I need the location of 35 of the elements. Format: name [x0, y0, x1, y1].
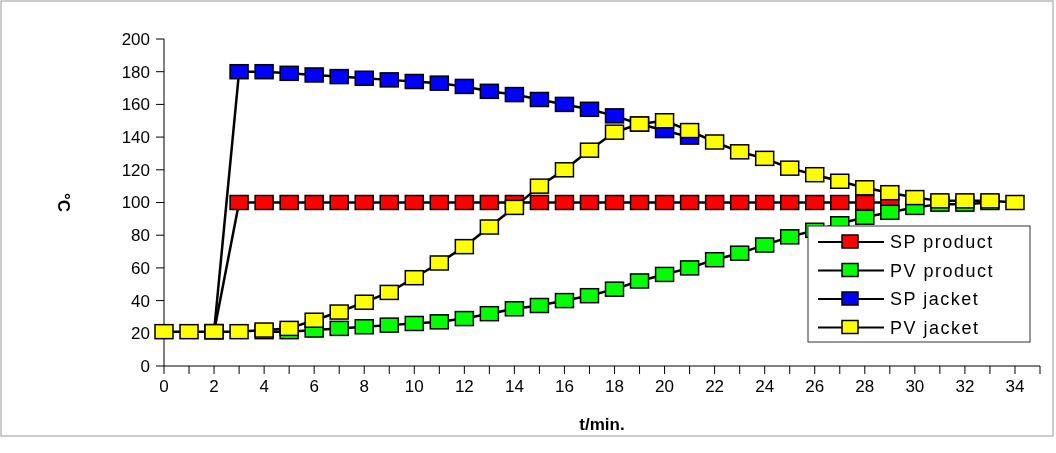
y-tick-label: 140: [121, 128, 150, 148]
y-tick-label: 100: [121, 193, 150, 213]
x-tick-label: 0: [159, 377, 169, 396]
y-tick-label: 0: [140, 356, 150, 376]
x-tick-label: 22: [705, 377, 725, 396]
x-tick-label: 18: [605, 377, 624, 396]
legend-label: SP jacket: [890, 289, 980, 310]
legend-label: PV product: [890, 260, 995, 281]
x-tick-label: 24: [755, 377, 775, 396]
legend-label: SP product: [890, 232, 994, 253]
y-tick-label: 160: [121, 95, 150, 115]
y-tick-label: 40: [131, 291, 150, 311]
x-tick-label: 4: [259, 377, 269, 396]
y-tick-label: 120: [121, 160, 150, 180]
x-tick-label: 2: [209, 377, 219, 396]
y-tick-label: 200: [121, 29, 150, 49]
legend-label: PV jacket: [890, 317, 980, 338]
x-tick-label: 8: [359, 377, 369, 396]
y-axis-title: °C: [54, 192, 73, 213]
x-tick-label: 30: [905, 377, 925, 396]
x-tick-label: 12: [454, 377, 474, 396]
y-tick-label: 20: [131, 324, 150, 344]
y-tick-label: 80: [131, 226, 150, 246]
x-tick-label: 14: [504, 377, 524, 396]
x-tick-label: 6: [309, 377, 319, 396]
x-tick-label: 16: [555, 377, 574, 396]
x-tick-label: 34: [1005, 377, 1025, 396]
x-tick-label: 10: [404, 377, 424, 396]
x-tick-label: 32: [955, 377, 975, 396]
x-tick-label: 26: [805, 377, 825, 396]
x-tick-label: 20: [655, 377, 675, 396]
y-tick-label: 60: [131, 258, 150, 278]
y-tick-label: 180: [121, 62, 150, 82]
x-axis-title: t/min.: [579, 415, 625, 434]
x-tick-label: 28: [855, 377, 875, 396]
